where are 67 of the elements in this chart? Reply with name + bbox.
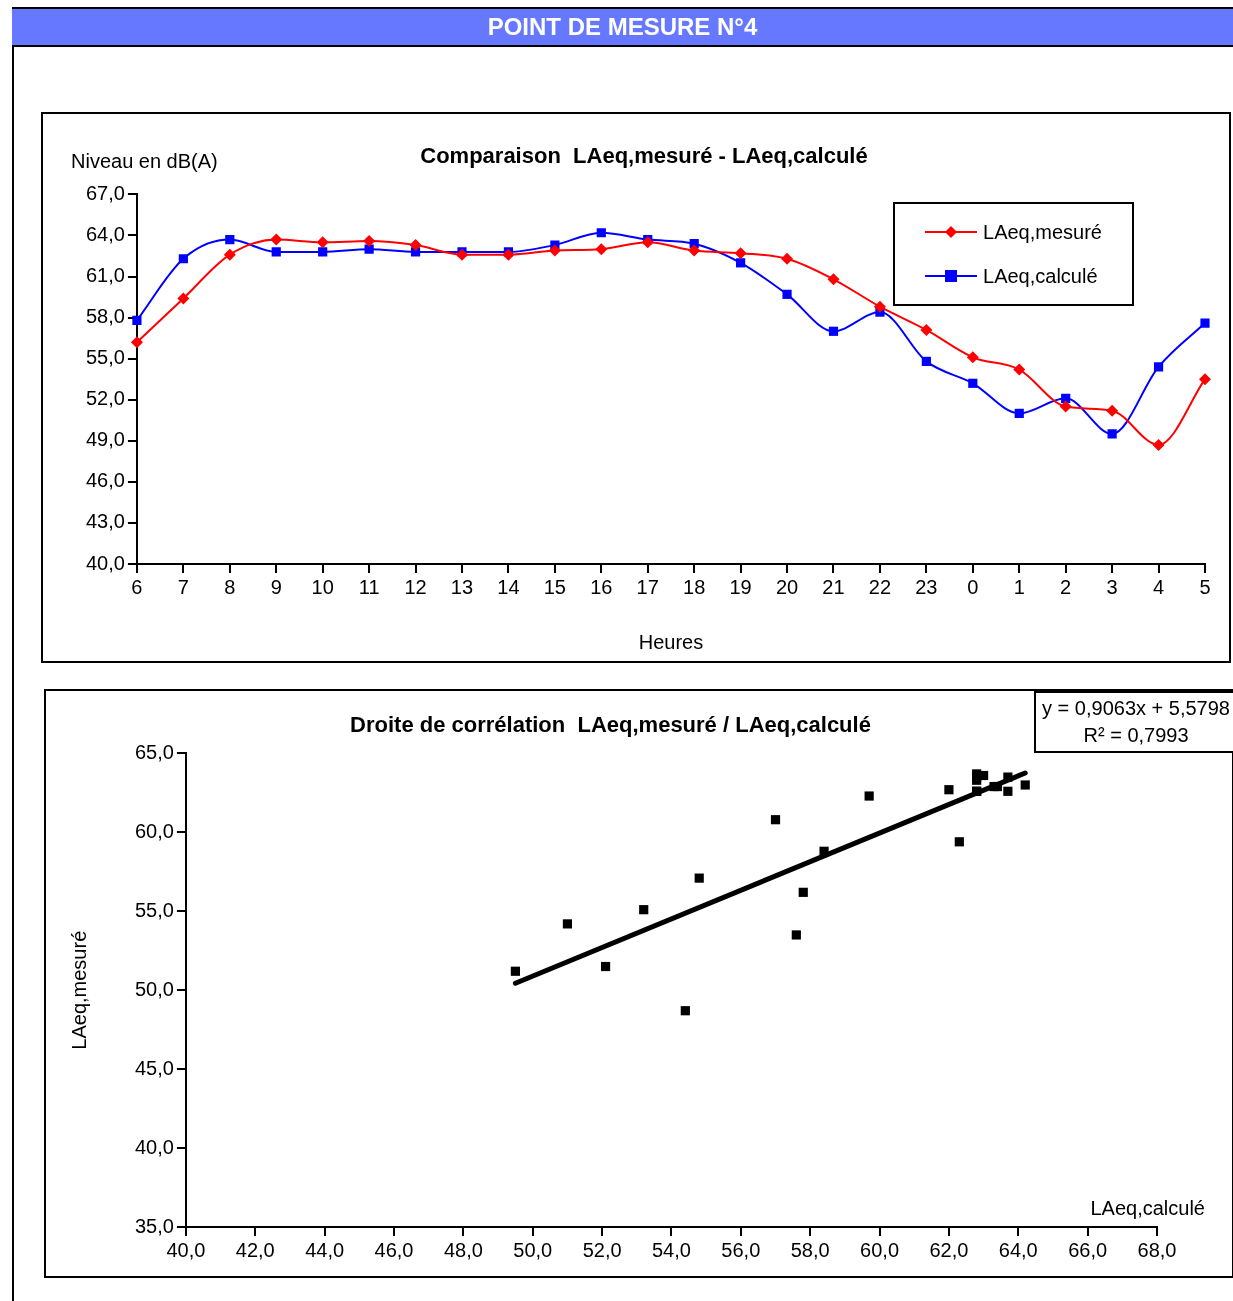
y-tick-label: 65,0 (134, 740, 174, 763)
x-tick-label: 11 (358, 575, 380, 598)
y-tick-label: 58,0 (85, 305, 125, 328)
x-tick-label: 0 (967, 575, 979, 598)
y-tick-label: 52,0 (85, 387, 125, 410)
y-axis-title: LAeq,mesuré (67, 930, 90, 1050)
x-tick-label: 50,0 (513, 1238, 553, 1261)
x-tick-label: 54,0 (651, 1238, 691, 1261)
y-tick-label: 46,0 (85, 469, 125, 492)
x-tick-label: 23 (915, 575, 938, 598)
x-tick-label: 66,0 (1068, 1238, 1108, 1261)
x-tick-label: 68,0 (1137, 1238, 1177, 1261)
x-tick-label: 22 (868, 575, 892, 598)
text: POINT DE MESURE N°4 (12, 7, 1233, 47)
x-tick-label: 21 (822, 575, 845, 598)
y-tick-label: 55,0 (134, 898, 174, 921)
y-tick-label: 64,0 (85, 222, 125, 245)
x-tick-label: 18 (683, 575, 706, 598)
x-tick-label: 9 (270, 575, 282, 598)
x-tick-label: 6 (131, 575, 143, 598)
x-tick-label: 46,0 (374, 1238, 414, 1261)
y-tick-label: 35,0 (134, 1214, 174, 1237)
x-tick-label: 1 (1013, 575, 1025, 598)
chart-title: Droite de corrélation LAeq,mesuré / LAeq,calculé (350, 712, 871, 738)
x-tick-label: 48,0 (443, 1238, 483, 1261)
x-tick-label: 20 (775, 575, 799, 598)
x-tick-label: 7 (177, 575, 189, 598)
x-tick-label: 44,0 (305, 1238, 345, 1261)
x-tick-label: 12 (404, 575, 427, 598)
x-tick-label: 13 (450, 575, 474, 598)
text: R² = 0,7993 (1082, 723, 1190, 748)
y-tick-label: 67,0 (85, 181, 125, 204)
y-tick-label: 55,0 (85, 346, 125, 369)
x-tick-label: 4 (1153, 575, 1165, 598)
x-tick-label: 58,0 (790, 1238, 830, 1261)
y-axis-title: Niveau en dB(A) (71, 149, 218, 172)
x-tick-label: 5 (1199, 575, 1211, 598)
x-tick-label: 60,0 (860, 1238, 900, 1261)
x-tick-label: 14 (497, 575, 520, 598)
y-tick-label: 40,0 (134, 1135, 174, 1158)
x-tick-label: 3 (1106, 575, 1118, 598)
x-tick-label: 19 (729, 575, 752, 598)
x-axis-title: LAeq,calculé (1090, 1196, 1205, 1219)
x-tick-label: 16 (590, 575, 613, 598)
y-tick-label: 60,0 (134, 819, 174, 842)
x-tick-label: 62,0 (929, 1238, 969, 1261)
text: y = 0,9063x + 5,5798 (1042, 696, 1230, 721)
x-tick-label: 52,0 (582, 1238, 622, 1261)
y-tick-label: 49,0 (85, 428, 125, 451)
x-tick-label: 8 (224, 575, 236, 598)
x-tick-label: 40,0 (166, 1238, 206, 1261)
x-tick-label: 64,0 (998, 1238, 1038, 1261)
legend-label: LAeq,mesuré (983, 220, 1102, 244)
y-tick-label: 61,0 (85, 264, 125, 287)
x-axis-title: Heures (638, 630, 704, 653)
x-tick-label: 42,0 (235, 1238, 275, 1261)
y-tick-label: 40,0 (85, 551, 125, 574)
legend-label: LAeq,calculé (983, 264, 1098, 288)
y-tick-label: 50,0 (134, 977, 174, 1000)
chart-title: Comparaison LAeq,mesuré - LAeq,calculé (420, 143, 868, 169)
x-tick-label: 15 (543, 575, 566, 598)
y-tick-label: 43,0 (85, 510, 125, 533)
x-tick-label: 2 (1060, 575, 1072, 598)
x-tick-label: 17 (636, 575, 659, 598)
y-tick-label: 45,0 (134, 1056, 174, 1079)
x-tick-label: 56,0 (721, 1238, 761, 1261)
x-tick-label: 10 (311, 575, 334, 598)
